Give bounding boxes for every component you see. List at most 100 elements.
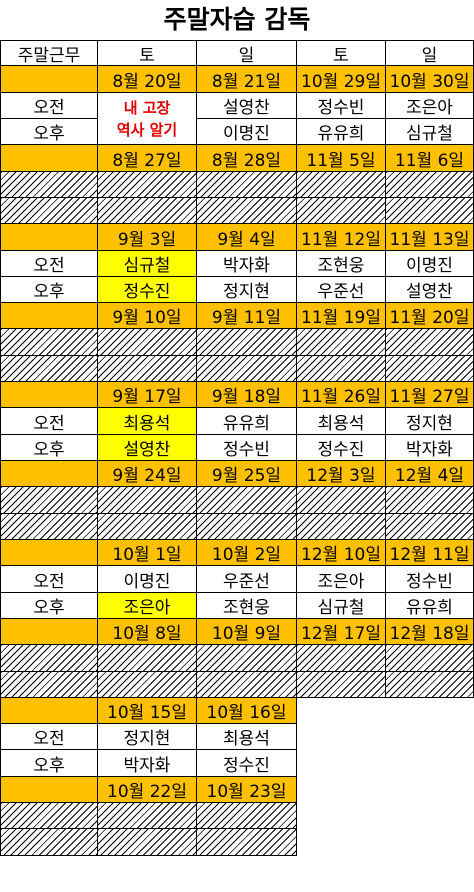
supervisor-name: 우준선 [296, 276, 386, 303]
hatched-cell [97, 486, 197, 514]
date-cell: 12월 3일 [296, 460, 386, 487]
supervisor-name: 유유희 [385, 592, 474, 619]
date-cell: 10월 1일 [97, 539, 197, 566]
hatched-cell [0, 355, 98, 382]
date-cell: 12월 4일 [385, 460, 474, 487]
supervisor-name: 설영찬 [196, 92, 297, 119]
date-cell: 12월 11일 [385, 539, 474, 566]
supervisor-name: 정지현 [97, 723, 197, 750]
date-cell: 10월 8일 [97, 618, 197, 645]
date-cell: 12월 17일 [296, 618, 386, 645]
date-row-blank [0, 302, 98, 329]
hatched-cell [296, 171, 386, 198]
date-row-blank [0, 460, 98, 487]
am-label: 오전 [0, 92, 98, 119]
supervisor-name: 이명진 [97, 565, 197, 593]
hatched-cell [385, 644, 474, 672]
supervisor-name: 조은아 [296, 565, 386, 593]
hatched-cell [97, 671, 197, 698]
supervisor-name: 정지현 [385, 407, 474, 435]
hatched-cell [97, 197, 197, 224]
date-row-blank [0, 776, 98, 803]
date-cell: 10월 29일 [296, 65, 386, 93]
hatched-cell [296, 513, 386, 540]
supervisor-name: 설영찬 [385, 276, 474, 303]
hatched-cell [196, 828, 297, 856]
date-cell: 11월 13일 [385, 223, 474, 251]
hatched-cell [296, 355, 386, 382]
date-row-blank [0, 697, 98, 724]
date-cell: 10월 22일 [97, 776, 197, 803]
hatched-cell [97, 171, 197, 198]
am-label: 오전 [0, 407, 98, 435]
date-cell: 12월 10일 [296, 539, 386, 566]
date-row-blank [0, 65, 98, 93]
date-cell: 9월 3일 [97, 223, 197, 251]
pm-label: 오후 [0, 749, 98, 777]
column-header-label: 주말근무 [0, 40, 98, 66]
hatched-cell [385, 671, 474, 698]
hatched-cell [296, 644, 386, 672]
date-row-blank [0, 381, 98, 408]
hatched-cell [0, 828, 98, 856]
date-cell: 11월 19일 [296, 302, 386, 329]
date-cell: 10월 30일 [385, 65, 474, 93]
date-cell: 8월 28일 [196, 144, 297, 172]
supervisor-name: 조은아 [97, 592, 197, 619]
hatched-cell [196, 644, 297, 672]
date-cell: 9월 11일 [196, 302, 297, 329]
date-cell: 11월 12일 [296, 223, 386, 251]
supervisor-name: 정수진 [296, 434, 386, 461]
hatched-cell [196, 328, 297, 356]
pm-label: 오후 [0, 118, 98, 145]
hatched-cell [296, 486, 386, 514]
pm-label: 오후 [0, 276, 98, 303]
supervisor-name: 우준선 [196, 565, 297, 593]
column-header-day: 토 [97, 40, 197, 66]
hatched-cell [296, 328, 386, 356]
date-row-blank [0, 223, 98, 251]
page-title: 주말자습 감독 [163, 5, 311, 34]
date-cell: 8월 20일 [97, 65, 197, 93]
supervisor-name: 정수진 [97, 276, 197, 303]
pm-label: 오후 [0, 592, 98, 619]
hatched-cell [0, 197, 98, 224]
date-cell: 8월 21일 [196, 65, 297, 93]
am-label: 오전 [0, 250, 98, 277]
supervisor-name: 유유희 [296, 118, 386, 145]
supervisor-name: 조은아 [385, 92, 474, 119]
date-cell: 11월 26일 [296, 381, 386, 408]
hatched-cell [196, 197, 297, 224]
column-header-day: 토 [296, 40, 386, 66]
date-cell: 12월 18일 [385, 618, 474, 645]
supervisor-name: 정수빈 [296, 92, 386, 119]
supervisor-name: 심규철 [385, 118, 474, 145]
date-cell: 11월 27일 [385, 381, 474, 408]
hatched-cell [97, 355, 197, 382]
hatched-cell [0, 328, 98, 356]
hatched-cell [0, 671, 98, 698]
date-cell: 10월 16일 [196, 697, 297, 724]
hatched-cell [196, 513, 297, 540]
schedule-table: 주말근무 토 일 토 일 8월 20일 8월 21일 오전 오후 내 고장 역사 알기 설영찬 이명진 8… [0, 40, 474, 882]
supervisor-name: 박자화 [385, 434, 474, 461]
hatched-cell [385, 486, 474, 514]
hatched-cell [296, 671, 386, 698]
date-row-blank [0, 539, 98, 566]
hatched-cell [385, 328, 474, 356]
hatched-cell [97, 644, 197, 672]
supervisor-name: 이명진 [385, 250, 474, 277]
hatched-cell [196, 802, 297, 829]
supervisor-name: 박자화 [196, 250, 297, 277]
hatched-cell [385, 197, 474, 224]
supervisor-name: 이명진 [196, 118, 297, 145]
hatched-cell [196, 486, 297, 514]
date-cell: 9월 17일 [97, 381, 197, 408]
event-note-line: 내 고장 [123, 98, 171, 117]
date-row-blank [0, 618, 98, 645]
date-cell: 9월 25일 [196, 460, 297, 487]
date-cell: 9월 10일 [97, 302, 197, 329]
date-cell: 10월 2일 [196, 539, 297, 566]
supervisor-name: 설영찬 [97, 434, 197, 461]
column-header-day: 일 [385, 40, 474, 66]
